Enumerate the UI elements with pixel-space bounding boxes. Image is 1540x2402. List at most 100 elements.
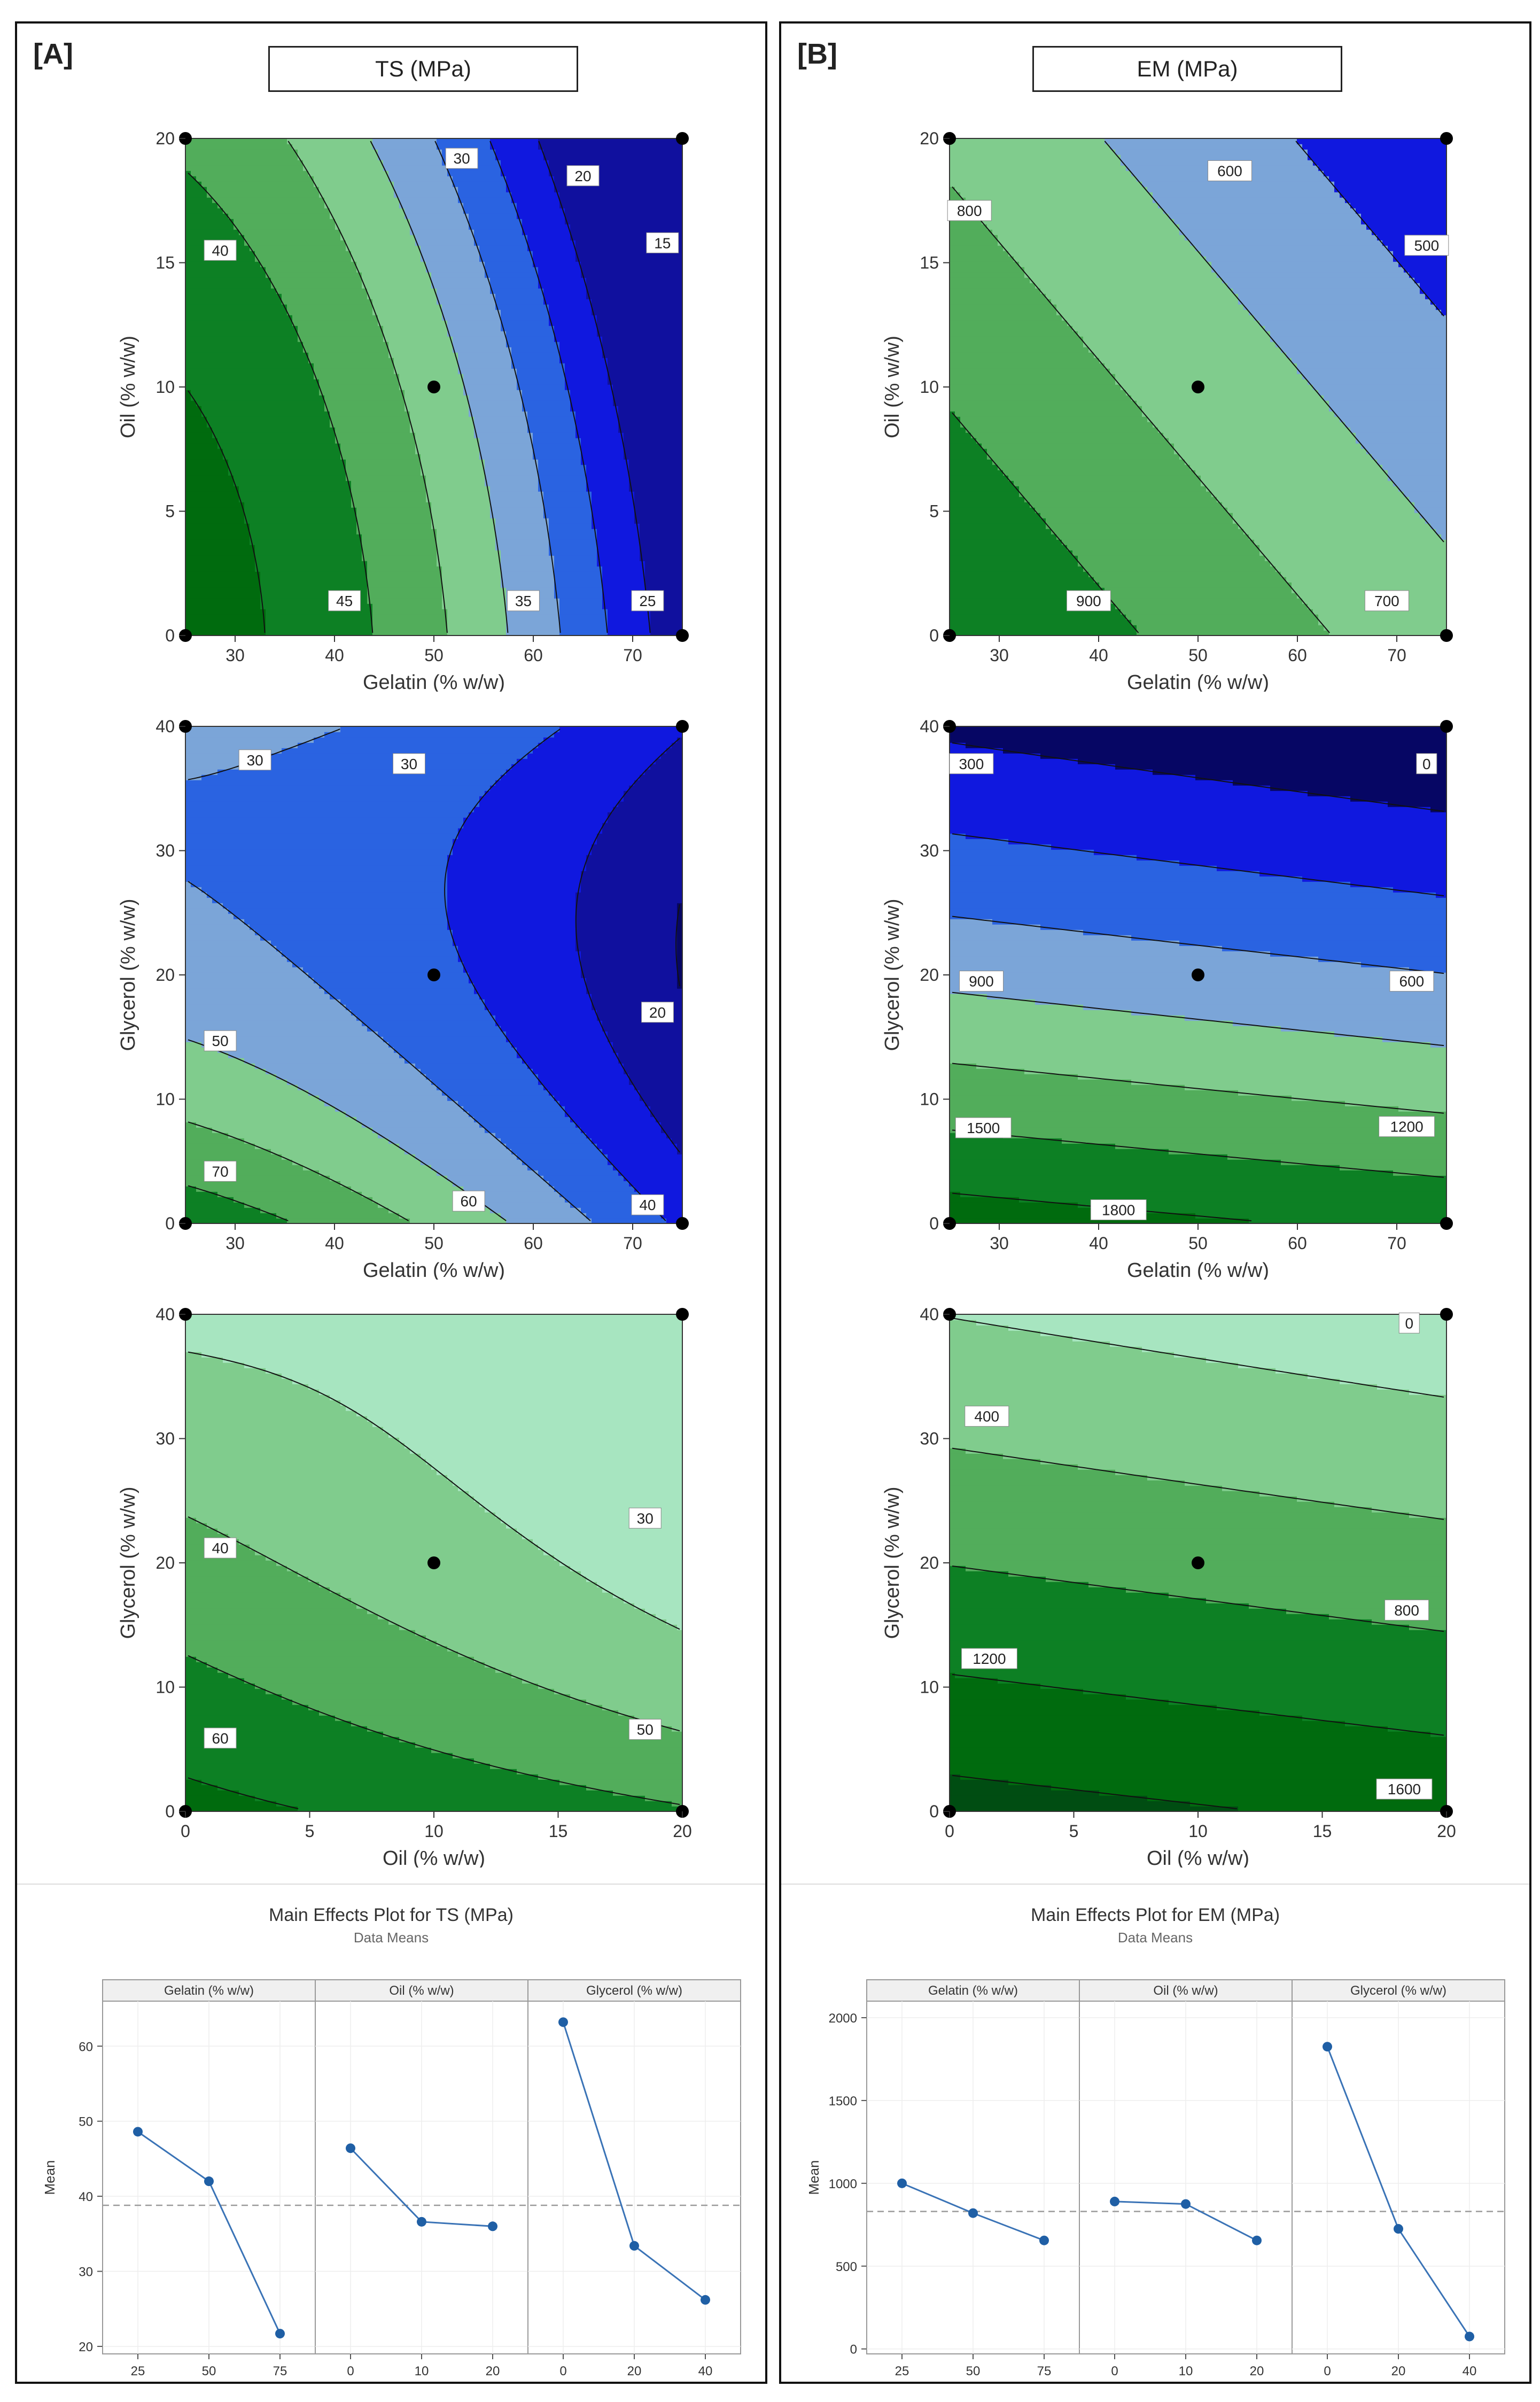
y-axis-label: Glycerol (% w/w) (117, 898, 139, 1051)
panel-label: [B] (797, 37, 837, 71)
x-tick-label: 70 (623, 646, 642, 665)
x-tick-label: 70 (1387, 1234, 1406, 1253)
main-effects-plot-ts: Main Effects Plot for TS (MPa) Data Means… (42, 1905, 741, 2375)
contour-label: 15 (654, 235, 671, 251)
facet-header (527, 1979, 741, 2002)
y-tick-label: 1500 (829, 2094, 857, 2109)
y-tick-label: 20 (920, 129, 939, 148)
contour-label-box (631, 590, 664, 611)
x-tick-label: 5 (1069, 1822, 1079, 1841)
contour-line (952, 186, 1330, 633)
contour-line (952, 1673, 1444, 1736)
contour-label: 1500 (967, 1120, 1000, 1136)
design-point (427, 1556, 440, 1569)
design-point (676, 132, 689, 145)
main-effect-point (897, 2178, 907, 2188)
y-tick-label: 0 (165, 1802, 175, 1821)
design-point (1192, 968, 1204, 981)
contour-label: 30 (247, 752, 263, 769)
contour-label: 30 (454, 150, 470, 167)
contour-line (188, 1516, 680, 1732)
design-point (1440, 1217, 1453, 1230)
x-tick-label: 40 (1463, 2364, 1477, 2375)
design-point (676, 1308, 689, 1321)
y-tick-label: 1000 (829, 2177, 857, 2191)
contour-label: 40 (639, 1197, 656, 1213)
contour-fill (950, 726, 1447, 1224)
design-point (1440, 720, 1453, 733)
contour-line (952, 991, 1444, 1047)
x-axis-label: Gelatin (% w/w) (363, 671, 505, 692)
contour-line (952, 412, 1139, 633)
contour-lines (952, 141, 1444, 633)
contour-label-box (445, 148, 478, 169)
y-axis-label: Mean (42, 2160, 58, 2195)
design-point (1440, 629, 1453, 642)
main-effect-point (204, 2176, 214, 2187)
contour-label: 600 (1217, 162, 1242, 179)
x-tick-label: 60 (524, 646, 543, 665)
section-divider (17, 1884, 765, 1885)
x-tick-label: 40 (325, 1234, 344, 1253)
contour-label-box (204, 1030, 237, 1051)
y-tick-label: 10 (155, 1090, 175, 1109)
panel-a: [A] TS (MPa) 45 35 25 40 30 20 15 30 40 50 60 70 0 5 1… (15, 21, 767, 2384)
x-tick-label: 75 (273, 2364, 287, 2375)
contour-label-box (1090, 1199, 1147, 1220)
contour-label: 1200 (973, 1651, 1006, 1667)
contour-label-box (1376, 1778, 1433, 1800)
facet-header (1079, 1979, 1293, 2002)
contour-lines (188, 1351, 680, 1809)
x-tick-label: 40 (1089, 1234, 1108, 1253)
facet-label: Gelatin (% w/w) (928, 1983, 1018, 1998)
contour-label-box (204, 1727, 237, 1749)
main-effect-point (1252, 2235, 1262, 2245)
x-tick-label: 50 (966, 2364, 981, 2375)
contour-line (952, 1775, 1238, 1809)
x-tick-label: 25 (895, 2364, 909, 2375)
y-tick-label: 10 (920, 1090, 939, 1109)
contour-label: 40 (212, 242, 229, 259)
x-tick-label: 50 (1188, 1234, 1208, 1253)
y-axis-label: Glycerol (% w/w) (881, 1486, 904, 1639)
x-tick-label: 15 (549, 1822, 568, 1841)
x-tick-label: 15 (1313, 1822, 1332, 1841)
contour-label: 1200 (1390, 1119, 1423, 1135)
x-tick-label: 0 (1324, 2364, 1331, 2375)
y-tick-label: 5 (929, 502, 939, 521)
contour-line (1104, 141, 1444, 543)
y-tick-label: 40 (920, 1305, 939, 1324)
facet-label: Oil (% w/w) (389, 1983, 454, 1998)
facet-header (102, 1979, 316, 2002)
y-tick-label: 15 (920, 253, 939, 273)
design-point (427, 381, 440, 393)
x-axis-label: Gelatin (% w/w) (363, 1259, 505, 1280)
x-tick-label: 50 (424, 1234, 444, 1253)
y-tick-label: 20 (155, 965, 175, 985)
contour-label-box (1364, 590, 1409, 611)
contour-label-box (628, 1719, 662, 1740)
section-divider (781, 1884, 1529, 1885)
contour-label-box (328, 590, 361, 611)
design-point (676, 1217, 689, 1230)
y-tick-label: 5 (165, 502, 175, 521)
contour-label-box (947, 200, 992, 221)
contour-line (489, 141, 608, 633)
main-effect-point (133, 2127, 143, 2137)
design-point (1192, 381, 1204, 393)
contour-label-box (961, 1648, 1017, 1669)
x-tick-label: 20 (627, 2364, 642, 2375)
contour-line (188, 1121, 409, 1221)
contour-label: 1600 (1388, 1781, 1421, 1797)
main-effect-point (701, 2295, 710, 2305)
main-effect-point (417, 2217, 426, 2227)
contour-label-box (1066, 590, 1111, 611)
y-tick-label: 10 (920, 1678, 939, 1697)
main-effects-subtitle: Data Means (1118, 1930, 1193, 1946)
main-effect-point (1465, 2331, 1474, 2342)
x-tick-label: 5 (305, 1822, 315, 1841)
contour-label-box (631, 1194, 664, 1215)
x-tick-label: 20 (1250, 2364, 1264, 2375)
contour-line (952, 1566, 1444, 1632)
